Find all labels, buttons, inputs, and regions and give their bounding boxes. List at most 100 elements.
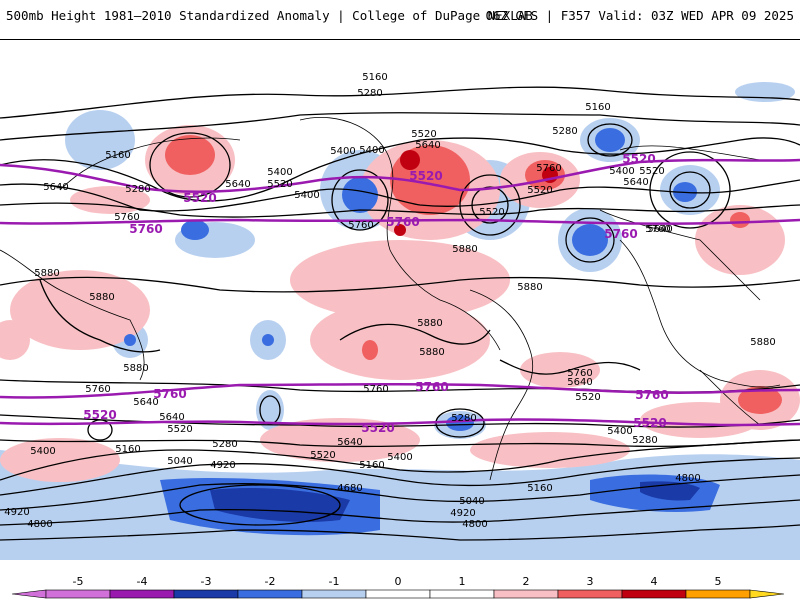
contour-label: 5280 — [357, 88, 382, 99]
contour-label-5520: 5520 — [633, 416, 666, 430]
contour-labels: 5160 5280 5160 5280 5400 5520 5640 5160 … — [4, 72, 775, 530]
contour-label: 5400 — [267, 167, 292, 178]
contour-label: 5040 — [167, 456, 192, 467]
contour-label: 5760 — [85, 384, 110, 395]
colorbar-segment — [11, 589, 47, 599]
contour-label: 5520 — [310, 450, 335, 461]
colorbar-segment — [237, 589, 303, 599]
contour-label: 5400 — [294, 190, 319, 201]
contour-label: 5880 — [452, 244, 477, 255]
contour-label: 5520 — [411, 129, 436, 140]
contour-label-5760: 5760 — [604, 227, 637, 241]
contour-label-5760: 5760 — [386, 215, 419, 229]
contour-label: 5160 — [105, 150, 130, 161]
anomaly-shading — [0, 82, 800, 561]
contour-label: 5160 — [115, 444, 140, 455]
contour-label: 5520 — [639, 166, 664, 177]
contour-label: 5400 — [330, 146, 355, 157]
contour-label: 5040 — [459, 496, 484, 507]
colorbar-segment — [109, 589, 175, 599]
contour-label: 5640 — [133, 397, 158, 408]
contour-label: 5760 — [645, 224, 670, 235]
colorbar — [0, 560, 800, 600]
colorbar-tick-label: 5 — [714, 575, 722, 588]
contour-label: 4800 — [675, 473, 700, 484]
contour-label: 5160 — [359, 460, 384, 471]
contour-label: 5160 — [527, 483, 552, 494]
contour-label-5520: 5520 — [83, 408, 116, 422]
contour-label: 5640 — [647, 224, 672, 235]
highlight-labels: 5520 5520 5520 5760 5760 5760 5760 5760 … — [83, 152, 668, 435]
contour-label: 5880 — [34, 268, 59, 279]
contour-label: 5160 — [362, 72, 387, 83]
colorbar-tick-label: 2 — [522, 575, 530, 588]
contour-label: 5280 — [632, 435, 657, 446]
contour-label: 5880 — [417, 318, 442, 329]
colorbar-segment — [493, 589, 559, 599]
contour-label: 5400 — [30, 446, 55, 457]
contour-label: 5760 — [536, 163, 561, 174]
contour-label: 5640 — [43, 182, 68, 193]
contour-label: 5640 — [159, 412, 184, 423]
colorbar-segment — [621, 589, 687, 599]
colorbar-tick-label: -1 — [328, 575, 340, 588]
contour-label: 5520 — [267, 179, 292, 190]
contour-label: 4680 — [337, 483, 362, 494]
coastlines — [0, 117, 781, 481]
contour-label-5520: 5520 — [361, 421, 394, 435]
contour-label: 5880 — [123, 363, 148, 374]
contour-label-5760: 5760 — [153, 387, 186, 401]
contour-label: 5640 — [567, 377, 592, 388]
contour-label: 5880 — [419, 347, 444, 358]
colorbar-tick-label: 1 — [458, 575, 466, 588]
contour-label: 4920 — [450, 508, 475, 519]
colorbar-tick-label: 4 — [650, 575, 658, 588]
contour-label: 5880 — [89, 292, 114, 303]
contour-label-5520: 5520 — [622, 152, 655, 166]
colorbar-segment — [365, 589, 431, 599]
colorbar-svg — [11, 589, 785, 599]
contour-label: 4800 — [27, 519, 52, 530]
contour-label: 5760 — [114, 212, 139, 223]
contour-label: 5280 — [451, 413, 476, 424]
colorbar-segment — [685, 589, 751, 599]
colorbar-segment — [45, 589, 111, 599]
height-contours — [0, 86, 800, 541]
contour-label: 5640 — [623, 177, 648, 188]
contour-label: 5520 — [479, 207, 504, 218]
colorbar-tick-label: -2 — [264, 575, 276, 588]
contour-label: 5280 — [125, 184, 150, 195]
contour-label: 5640 — [225, 179, 250, 190]
contour-label: 5520 — [167, 424, 192, 435]
contour-label: 5760 — [348, 220, 373, 231]
colorbar-segment — [557, 589, 623, 599]
contour-label-5520: 5520 — [409, 169, 442, 183]
contour-label-5760: 5760 — [129, 222, 162, 236]
contour-label: 5400 — [359, 145, 384, 156]
contour-label-5760: 5760 — [415, 380, 448, 394]
contour-label: 5760 — [363, 384, 388, 395]
colorbar-tick-label: -4 — [136, 575, 148, 588]
anomaly-map[interactable]: 5160 5280 5160 5280 5400 5520 5640 5160 … — [0, 39, 800, 562]
map-canvas: 5160 5280 5160 5280 5400 5520 5640 5160 … — [0, 72, 800, 561]
colorbar-segment — [301, 589, 367, 599]
contour-label: 4920 — [4, 507, 29, 518]
contour-label: 5520 — [575, 392, 600, 403]
colorbar-tick-label: 3 — [586, 575, 594, 588]
contour-label: 5160 — [585, 102, 610, 113]
colorbar-tick-label: -5 — [72, 575, 84, 588]
contour-label: 5880 — [517, 282, 542, 293]
contour-label: 5640 — [415, 140, 440, 151]
contour-label: 5400 — [387, 452, 412, 463]
contour-label: 5400 — [607, 426, 632, 437]
colorbar-tick-label: -3 — [200, 575, 212, 588]
contour-label: 5280 — [552, 126, 577, 137]
colorbar-tick-label: 0 — [394, 575, 402, 588]
contour-label-5520: 5520 — [183, 191, 216, 205]
contour-label: 4800 — [462, 519, 487, 530]
colorbar-segment — [749, 589, 785, 599]
model-run-label: 06Z GFS | F357 Valid: 03Z WED APR 09 202… — [485, 8, 794, 23]
contour-label: 5640 — [337, 437, 362, 448]
contour-label: 5760 — [567, 368, 592, 379]
colorbar-segment — [429, 589, 495, 599]
